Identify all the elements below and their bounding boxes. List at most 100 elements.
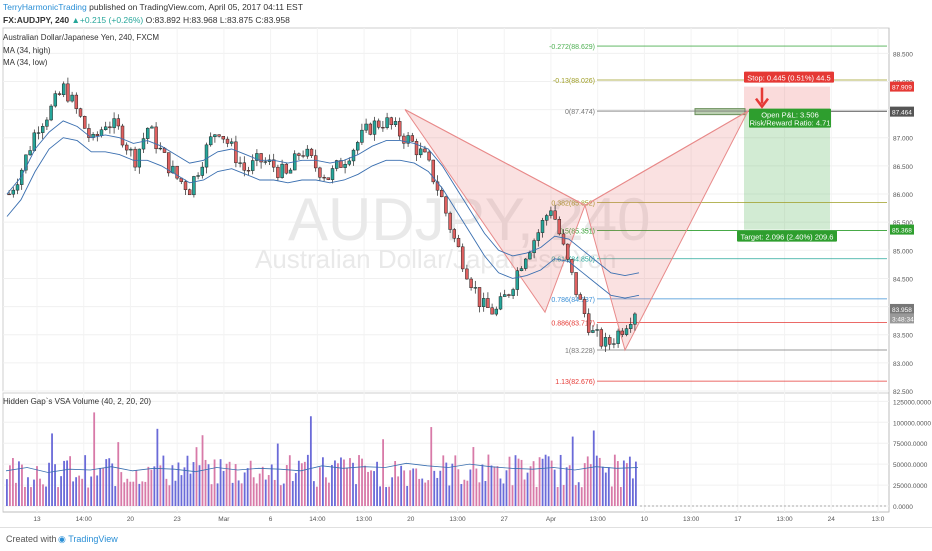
publish-info: published on TradingView.com, April 05, … xyxy=(89,2,303,12)
candle-body xyxy=(129,148,133,151)
candle-body xyxy=(183,181,188,190)
volume-bar xyxy=(484,481,487,506)
volume-bar xyxy=(195,447,198,506)
candle-body xyxy=(288,169,293,174)
candle-body xyxy=(486,298,490,308)
x-tick-label: 17 xyxy=(734,516,742,523)
legend-ma-low[interactable]: MA (34, low) xyxy=(3,58,48,67)
volume-bar xyxy=(373,471,375,506)
x-tick-label: 13:00 xyxy=(449,516,466,523)
volume-bar xyxy=(625,463,628,506)
volume-bar xyxy=(403,470,406,506)
candle-body xyxy=(372,120,377,135)
candle-body xyxy=(259,153,263,163)
candle-body xyxy=(250,160,255,171)
volume-bar xyxy=(574,485,577,506)
pnl-label-text: Open P&L: 3.506 xyxy=(761,111,819,120)
volume-bar xyxy=(102,467,105,506)
candle-body xyxy=(208,136,213,146)
price-badge-text: 3:48:34 xyxy=(892,316,914,323)
candle-body xyxy=(280,163,284,178)
volume-bar xyxy=(294,473,297,506)
candle-body xyxy=(490,307,494,315)
legend-title[interactable]: Australian Dollar/Japanese Yen, 240, FXC… xyxy=(3,33,160,42)
candle-body xyxy=(87,128,91,138)
candle-body xyxy=(103,126,108,131)
candle-body xyxy=(595,329,599,331)
volume-bar xyxy=(340,457,342,506)
volume-bar xyxy=(583,463,586,506)
volume-bar xyxy=(36,466,38,506)
candle-body xyxy=(578,294,583,300)
candle-body xyxy=(460,246,465,270)
volume-bar xyxy=(370,470,372,506)
volume-bar xyxy=(78,475,81,506)
candle-body xyxy=(15,184,20,191)
symbol-label: FX:AUDJPY, 240 xyxy=(3,15,70,25)
legend-volume[interactable]: Hidden Gap`s VSA Volume (40, 2, 20, 20) xyxy=(3,397,152,406)
volume-bar xyxy=(18,461,20,506)
volume-bar xyxy=(186,455,189,506)
candle-body xyxy=(276,166,280,178)
x-tick-label: 20 xyxy=(407,516,415,523)
volume-bar xyxy=(628,456,631,506)
volume-bar xyxy=(472,447,475,506)
volume-bar xyxy=(165,478,168,506)
volume-bar xyxy=(252,477,255,506)
x-tick-label: 13:00 xyxy=(356,516,373,523)
price-badge-text: 87.464 xyxy=(892,110,912,117)
volume-bar xyxy=(466,480,469,506)
candle-body xyxy=(150,126,154,129)
volume-bar xyxy=(415,468,418,506)
stop-label-text: Stop: 0.445 (0.51%) 44.5 xyxy=(747,74,830,83)
volume-bar xyxy=(343,459,345,506)
x-tick-label: 13:0 xyxy=(872,516,885,523)
x-tick-label: 13 xyxy=(33,516,41,523)
volume-bar xyxy=(282,483,285,506)
pattern-bd-line xyxy=(584,110,749,206)
fib-level-label: 1(83.228) xyxy=(565,348,595,355)
volume-bar xyxy=(394,461,397,506)
candle-body xyxy=(519,268,524,272)
author-link[interactable]: TerryHarmonicTrading xyxy=(3,2,87,12)
candle-body xyxy=(410,135,415,142)
y-tick-label: 86.500 xyxy=(893,164,913,171)
volume-bar xyxy=(159,465,162,506)
candle-body xyxy=(45,119,49,127)
volume-bar xyxy=(490,465,493,506)
volume-bar xyxy=(39,478,41,506)
candle-body xyxy=(229,141,234,144)
volume-bar xyxy=(361,458,363,506)
target-label-box xyxy=(737,230,837,242)
candle-body xyxy=(481,298,486,307)
candle-body xyxy=(620,330,625,335)
candle-body xyxy=(385,117,389,128)
candle-body xyxy=(368,123,373,135)
volume-bar xyxy=(436,477,439,506)
volume-bar xyxy=(213,459,216,506)
pnl-label-text: Risk/Reward Ratio: 4.71 xyxy=(750,119,831,128)
candle-body xyxy=(439,189,444,198)
volume-bar xyxy=(385,487,388,506)
volume-bar xyxy=(505,470,508,506)
fib-level-label: 0.382(85.852) xyxy=(551,200,595,207)
volume-bar xyxy=(57,487,59,506)
open-label: O:83.892 xyxy=(145,15,181,25)
candle-body xyxy=(36,132,41,134)
volume-bar xyxy=(439,470,442,506)
candle-body xyxy=(246,170,251,172)
tradingview-logo[interactable]: ◉ TradingView xyxy=(58,534,118,544)
volume-bar xyxy=(613,454,616,506)
legend-ma-high[interactable]: MA (34, high) xyxy=(3,46,51,55)
volume-bar xyxy=(535,486,538,506)
candle-body xyxy=(217,134,221,137)
volume-bar xyxy=(631,478,634,506)
candle-body xyxy=(326,177,331,180)
volume-bar xyxy=(141,481,144,506)
x-tick-label: 13:00 xyxy=(683,516,700,523)
volume-bar xyxy=(225,463,228,506)
volume-bar xyxy=(255,483,258,506)
candle-body xyxy=(406,135,410,144)
candle-body xyxy=(544,215,549,221)
ma-high-line xyxy=(6,120,640,277)
